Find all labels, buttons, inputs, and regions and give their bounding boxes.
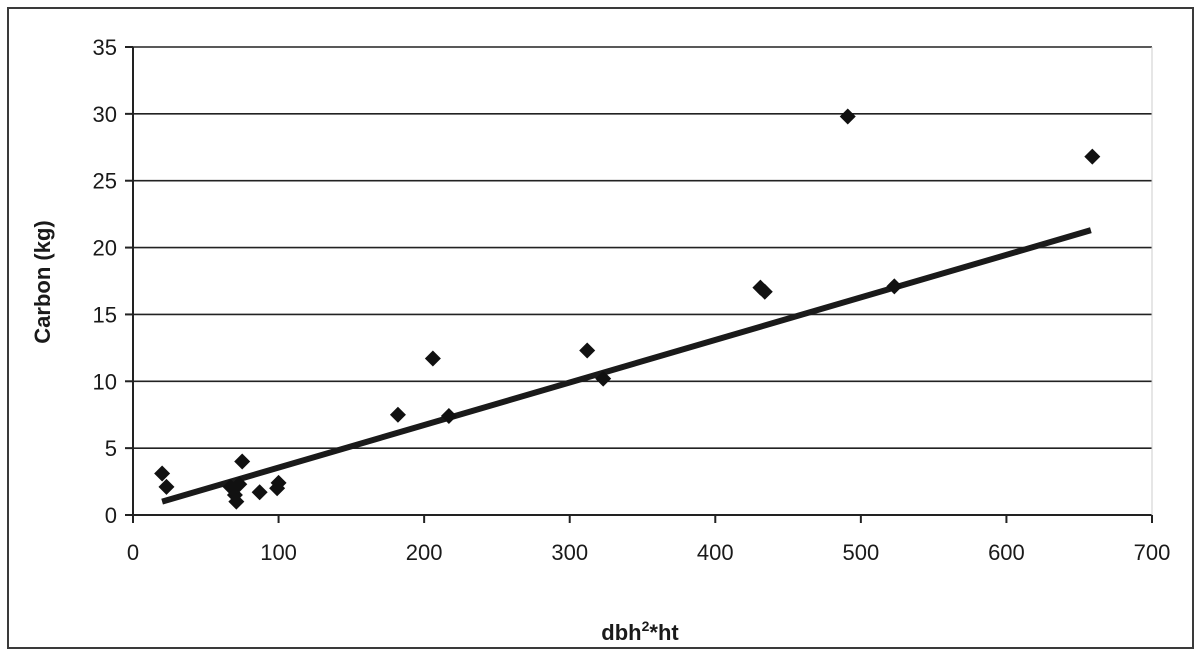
data-point-16 — [756, 283, 773, 300]
data-point-19 — [1084, 148, 1101, 165]
x-tick-label-2: 200 — [406, 540, 443, 565]
y-axis-title: Carbon (kg) — [30, 220, 55, 343]
data-point-13 — [579, 342, 596, 359]
data-point-14 — [595, 370, 612, 387]
data-points — [154, 108, 1101, 510]
x-tick-label-1: 100 — [260, 540, 297, 565]
x-axis-title-suffix: *ht — [649, 620, 679, 645]
y-tick-label-3: 15 — [93, 302, 117, 327]
y-tick-label-5: 25 — [93, 169, 117, 194]
x-tick-label-3: 300 — [551, 540, 588, 565]
gridlines — [133, 46, 1152, 449]
x-axis-title-base: dbh — [601, 620, 641, 645]
y-tick-label-2: 10 — [93, 369, 117, 394]
trendline — [161, 227, 1092, 505]
data-point-18 — [886, 278, 903, 295]
y-tick-label-1: 5 — [105, 436, 117, 461]
data-point-0 — [154, 465, 171, 482]
x-tick-label-4: 400 — [697, 540, 734, 565]
data-point-4 — [228, 493, 245, 510]
x-tick-label-7: 700 — [1134, 540, 1171, 565]
axes — [132, 47, 1153, 516]
data-point-1 — [158, 478, 175, 495]
data-point-9 — [270, 474, 287, 491]
data-point-10 — [389, 406, 406, 423]
x-tick-label-5: 500 — [842, 540, 879, 565]
y-tick-label-0: 0 — [105, 503, 117, 528]
data-point-5 — [231, 476, 248, 493]
data-point-7 — [251, 484, 268, 501]
y-tick-labels: 0 5 10 15 20 25 30 35 — [93, 35, 133, 528]
y-tick-label-7: 35 — [93, 35, 117, 60]
x-tick-label-6: 600 — [988, 540, 1025, 565]
x-axis-title-superscript: 2 — [642, 618, 650, 634]
y-tick-label-6: 30 — [93, 102, 117, 127]
data-point-11 — [424, 350, 441, 367]
data-point-12 — [440, 408, 457, 425]
y-tick-label-4: 20 — [93, 236, 117, 261]
x-tick-labels: 0 100 200 300 400 500 600 700 — [127, 515, 1170, 565]
trendline-path — [161, 227, 1092, 505]
data-point-17 — [839, 108, 856, 125]
data-point-6 — [234, 453, 251, 470]
x-tick-label-0: 0 — [127, 540, 139, 565]
x-axis-title: dbh2*ht — [601, 618, 679, 645]
